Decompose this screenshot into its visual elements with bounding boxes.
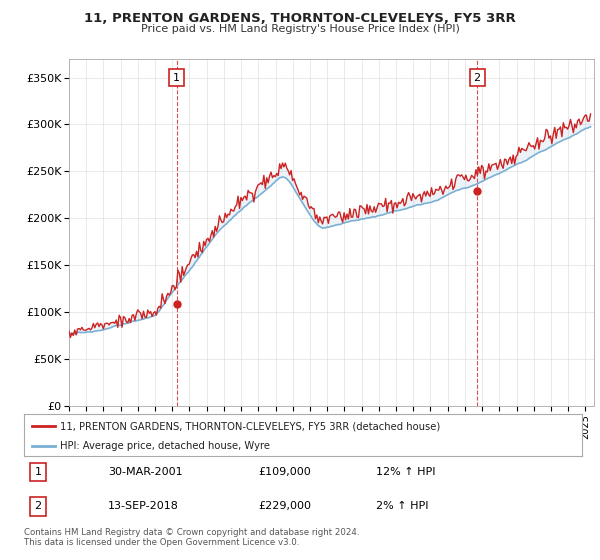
Text: 1: 1 <box>173 73 180 82</box>
Text: 2: 2 <box>473 73 481 82</box>
Text: 12% ↑ HPI: 12% ↑ HPI <box>376 467 435 477</box>
Text: 1: 1 <box>34 467 41 477</box>
Text: 11, PRENTON GARDENS, THORNTON-CLEVELEYS, FY5 3RR (detached house): 11, PRENTON GARDENS, THORNTON-CLEVELEYS,… <box>60 421 440 431</box>
Text: 2: 2 <box>34 501 41 511</box>
Text: £109,000: £109,000 <box>259 467 311 477</box>
Text: 11, PRENTON GARDENS, THORNTON-CLEVELEYS, FY5 3RR: 11, PRENTON GARDENS, THORNTON-CLEVELEYS,… <box>84 12 516 25</box>
Text: 2% ↑ HPI: 2% ↑ HPI <box>376 501 428 511</box>
Text: £229,000: £229,000 <box>259 501 311 511</box>
Text: Price paid vs. HM Land Registry's House Price Index (HPI): Price paid vs. HM Land Registry's House … <box>140 24 460 34</box>
Text: HPI: Average price, detached house, Wyre: HPI: Average price, detached house, Wyre <box>60 441 270 451</box>
Text: 13-SEP-2018: 13-SEP-2018 <box>108 501 179 511</box>
Text: Contains HM Land Registry data © Crown copyright and database right 2024.
This d: Contains HM Land Registry data © Crown c… <box>24 528 359 547</box>
Text: 30-MAR-2001: 30-MAR-2001 <box>108 467 182 477</box>
